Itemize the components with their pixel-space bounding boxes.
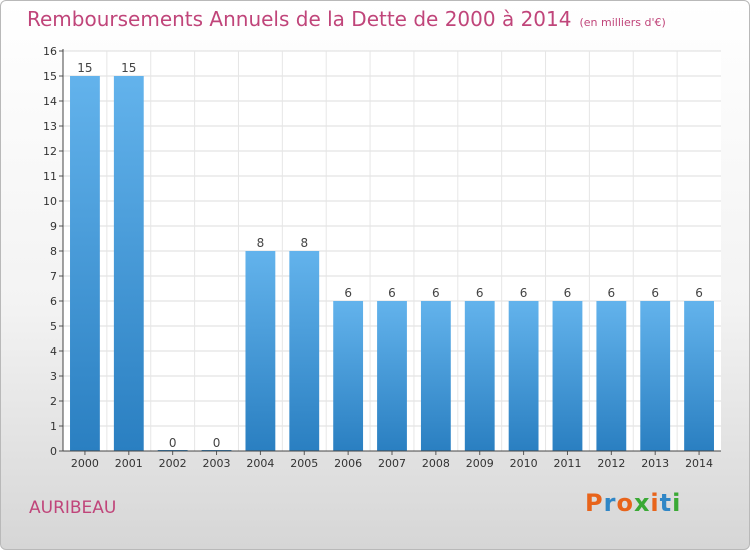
x-tick-label: 2000 xyxy=(71,457,99,470)
chart-title-text: Remboursements Annuels de la Dette de 20… xyxy=(27,7,572,31)
bar xyxy=(113,76,144,451)
data-label: 15 xyxy=(121,61,136,75)
y-tick-label: 10 xyxy=(43,195,57,208)
logo-letter: r xyxy=(603,489,617,517)
data-label: 6 xyxy=(432,286,440,300)
data-label: 6 xyxy=(388,286,396,300)
x-tick-label: 2005 xyxy=(290,457,318,470)
bar xyxy=(289,251,320,451)
data-label: 0 xyxy=(169,436,177,450)
x-tick-label: 2004 xyxy=(246,457,274,470)
chart-title: Remboursements Annuels de la Dette de 20… xyxy=(27,7,666,31)
x-tick-label: 2011 xyxy=(553,457,581,470)
bar xyxy=(596,301,627,451)
logo-letter: o xyxy=(616,489,634,517)
bar xyxy=(508,301,539,451)
y-tick-label: 15 xyxy=(43,70,57,83)
y-tick-label: 9 xyxy=(50,220,57,233)
y-tick-label: 11 xyxy=(43,170,57,183)
bar xyxy=(552,301,583,451)
y-tick-label: 4 xyxy=(50,345,57,358)
y-tick-label: 2 xyxy=(50,395,57,408)
data-label: 0 xyxy=(213,436,221,450)
data-label: 6 xyxy=(520,286,528,300)
x-tick-label: 2001 xyxy=(115,457,143,470)
y-tick-label: 0 xyxy=(50,445,57,458)
y-tick-label: 5 xyxy=(50,320,57,333)
proxiti-logo: Proxiti xyxy=(585,489,681,517)
x-tick-label: 2003 xyxy=(203,457,231,470)
data-label: 15 xyxy=(77,61,92,75)
logo-letter: i xyxy=(650,489,660,517)
y-tick-label: 12 xyxy=(43,145,57,158)
x-tick-label: 2009 xyxy=(466,457,494,470)
data-label: 6 xyxy=(695,286,703,300)
data-label: 6 xyxy=(344,286,352,300)
data-label: 6 xyxy=(564,286,572,300)
y-tick-label: 13 xyxy=(43,120,57,133)
bar xyxy=(333,301,364,451)
x-tick-label: 2010 xyxy=(510,457,538,470)
y-tick-label: 1 xyxy=(50,420,57,433)
data-label: 6 xyxy=(608,286,616,300)
data-label: 6 xyxy=(651,286,659,300)
data-label: 6 xyxy=(476,286,484,300)
x-tick-label: 2002 xyxy=(159,457,187,470)
bar xyxy=(464,301,495,451)
bar xyxy=(245,251,276,451)
bar xyxy=(377,301,407,451)
logo-letter: t xyxy=(659,489,673,517)
bar xyxy=(420,301,451,451)
y-tick-label: 3 xyxy=(50,370,57,383)
x-tick-label: 2014 xyxy=(685,457,713,470)
bar xyxy=(684,301,714,451)
y-tick-label: 7 xyxy=(50,270,57,283)
chart-subtitle: (en milliers d'€) xyxy=(579,16,666,29)
data-label: 8 xyxy=(257,236,265,250)
x-tick-label: 2006 xyxy=(334,457,362,470)
place-name: AURIBEAU xyxy=(29,498,117,518)
y-tick-label: 8 xyxy=(50,245,57,258)
logo-letter: x xyxy=(633,489,651,517)
logo-letter: P xyxy=(585,489,604,517)
x-tick-label: 2013 xyxy=(641,457,669,470)
bar xyxy=(70,76,100,451)
x-tick-label: 2008 xyxy=(422,457,450,470)
logo-letter: i xyxy=(672,489,682,517)
x-tick-label: 2012 xyxy=(597,457,625,470)
y-tick-label: 6 xyxy=(50,295,57,308)
data-label: 8 xyxy=(300,236,308,250)
y-tick-label: 14 xyxy=(43,95,57,108)
y-tick-label: 16 xyxy=(43,45,57,58)
x-tick-label: 2007 xyxy=(378,457,406,470)
bar xyxy=(640,301,671,451)
